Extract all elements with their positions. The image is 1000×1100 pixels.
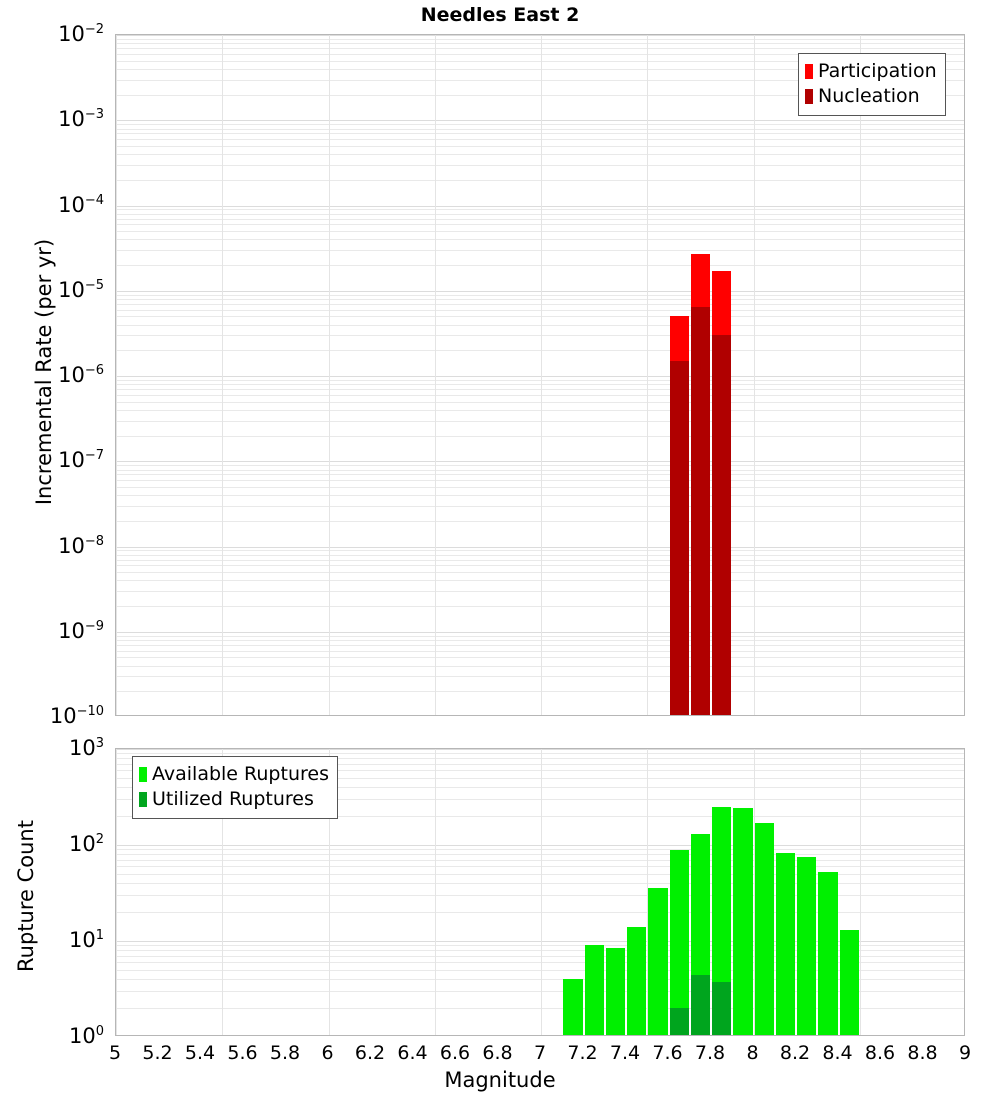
legend-label-available-ruptures: Available Ruptures bbox=[152, 763, 329, 785]
x-tick-label: 7.2 bbox=[567, 1042, 598, 1064]
incremental-rate-plot bbox=[115, 34, 965, 716]
bar-available-ruptures bbox=[669, 850, 689, 1035]
x-tick-label: 5.4 bbox=[184, 1042, 216, 1064]
x-tick-label: 7.4 bbox=[609, 1042, 641, 1064]
y-tick-label: 10−7 bbox=[58, 448, 104, 473]
bar-available-ruptures bbox=[584, 945, 604, 1035]
legend-label-nucleation: Nucleation bbox=[818, 85, 920, 107]
x-tick-label: 8.6 bbox=[864, 1042, 896, 1064]
legend-item-utilized-ruptures[interactable]: Utilized Ruptures bbox=[139, 787, 329, 812]
bar-available-ruptures bbox=[775, 853, 795, 1035]
legend-item-participation[interactable]: Participation bbox=[805, 59, 937, 84]
y-axis-title-top: Incremental Rate (per yr) bbox=[32, 238, 56, 506]
y-tick-label: 10−3 bbox=[58, 107, 104, 132]
bar-available-ruptures bbox=[839, 930, 859, 1035]
y-axis-ticks-top: 10−2 10−3 10−4 10−5 10−6 10−7 10−8 10−9 10−10 bbox=[0, 23, 104, 727]
x-tick-label: 6 bbox=[321, 1042, 334, 1064]
y-tick-label: 102 bbox=[68, 832, 104, 856]
x-tick-label: 8 bbox=[746, 1042, 759, 1064]
legend-item-nucleation[interactable]: Nucleation bbox=[805, 84, 937, 109]
legend-item-available-ruptures[interactable]: Available Ruptures bbox=[139, 762, 329, 787]
participation-swatch-icon bbox=[805, 64, 813, 79]
y-tick-label: 10−4 bbox=[58, 192, 104, 217]
y-tick-label: 10−9 bbox=[58, 618, 104, 643]
x-tick-label: 6.4 bbox=[397, 1042, 428, 1064]
y-axis-title-bottom: Rupture Count bbox=[14, 820, 38, 972]
x-tick-label: 6.6 bbox=[439, 1042, 471, 1064]
y-tick-label: 103 bbox=[68, 736, 104, 760]
y-axis-ticks-bottom: 103 102 101 100 bbox=[0, 737, 104, 1047]
x-tick-label: 6.2 bbox=[354, 1042, 386, 1064]
x-tick-label: 5.8 bbox=[269, 1042, 301, 1064]
y-tick-label: 10−6 bbox=[58, 363, 104, 387]
x-tick-label: 8.8 bbox=[907, 1042, 938, 1064]
legend-incremental-rate: Participation Nucleation bbox=[798, 53, 946, 116]
bar-nucleation bbox=[690, 306, 710, 715]
utilized-ruptures-swatch-icon bbox=[139, 792, 147, 807]
x-tick-label: 7 bbox=[533, 1042, 547, 1064]
y-tick-label: 10−5 bbox=[58, 277, 104, 302]
y-tick-label: 10−2 bbox=[58, 22, 104, 46]
x-tick-label: 8.4 bbox=[822, 1042, 853, 1064]
x-tick-label: 7.8 bbox=[694, 1042, 726, 1064]
bar-available-ruptures bbox=[818, 872, 838, 1035]
available-ruptures-swatch-icon bbox=[139, 767, 147, 782]
x-tick-label: 5.6 bbox=[227, 1042, 258, 1064]
x-tick-label: 6.8 bbox=[482, 1042, 513, 1064]
bar-nucleation bbox=[669, 360, 689, 715]
x-tick-label: 5.2 bbox=[142, 1042, 173, 1064]
y-tick-label: 100 bbox=[68, 1024, 104, 1048]
bars-incremental-rate bbox=[116, 35, 964, 715]
y-tick-label: 101 bbox=[68, 928, 104, 952]
bar-available-ruptures bbox=[605, 947, 625, 1035]
bar-available-ruptures bbox=[733, 807, 753, 1035]
bar-utilized-ruptures bbox=[690, 975, 710, 1035]
bar-available-ruptures bbox=[712, 806, 732, 1035]
bar-nucleation bbox=[712, 335, 732, 715]
bar-available-ruptures bbox=[563, 979, 583, 1035]
bar-utilized-ruptures bbox=[669, 1008, 689, 1035]
bar-available-ruptures bbox=[648, 887, 668, 1035]
legend-label-utilized-ruptures: Utilized Ruptures bbox=[152, 788, 314, 810]
x-tick-label: 7.6 bbox=[652, 1042, 683, 1064]
x-tick-label: 8.2 bbox=[779, 1042, 811, 1064]
bar-available-ruptures bbox=[754, 822, 774, 1035]
bar-available-ruptures bbox=[797, 856, 817, 1035]
bars-rupture-count bbox=[116, 749, 964, 1035]
y-tick-label: 10−8 bbox=[58, 533, 104, 558]
x-tick-label: 9 bbox=[958, 1042, 972, 1064]
y-tick-label: 10−10 bbox=[49, 704, 104, 728]
legend-label-participation: Participation bbox=[818, 60, 937, 82]
x-axis-title: Magnitude bbox=[444, 1068, 556, 1092]
x-tick-label: 5 bbox=[108, 1042, 122, 1064]
page-title: Needles East 2 bbox=[420, 4, 580, 26]
bar-available-ruptures bbox=[627, 926, 647, 1035]
nucleation-swatch-icon bbox=[805, 89, 813, 104]
bar-utilized-ruptures bbox=[712, 982, 732, 1035]
legend-rupture-count: Available Ruptures Utilized Ruptures bbox=[132, 756, 338, 819]
